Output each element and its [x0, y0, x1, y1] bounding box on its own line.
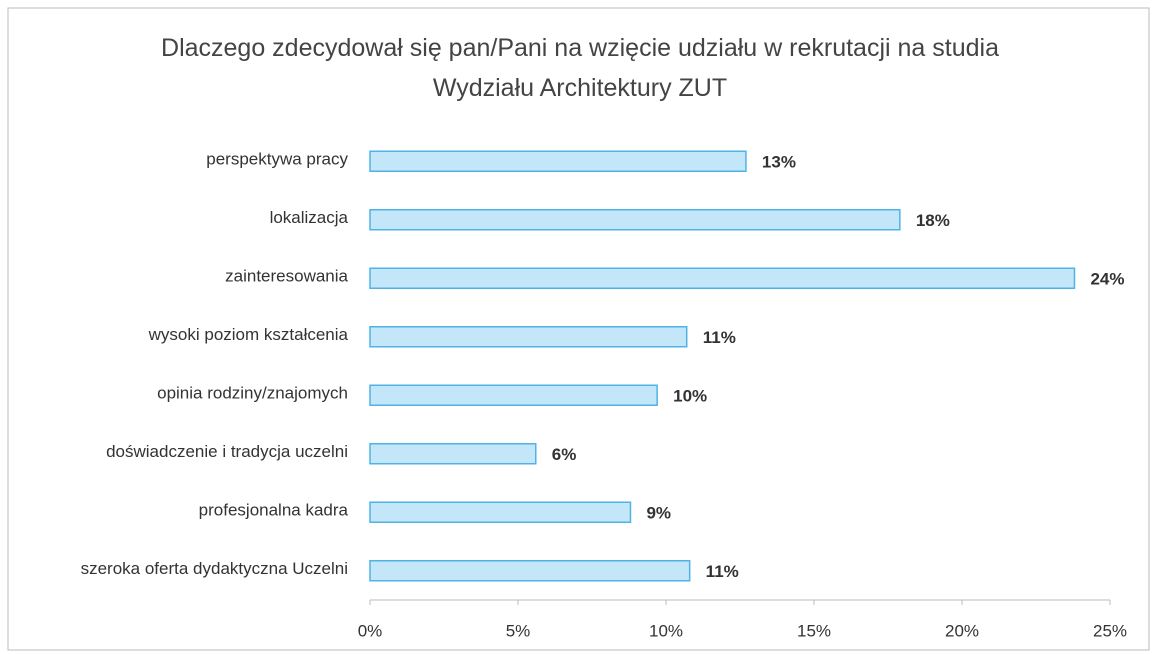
x-tick-label: 10% [649, 621, 683, 640]
value-label: 24% [1090, 270, 1124, 289]
x-tick-label: 15% [797, 621, 831, 640]
value-label: 18% [916, 211, 950, 230]
y-tick-label: szeroka oferta dydaktyczna Uczelni [81, 559, 348, 578]
value-label: 9% [646, 504, 671, 523]
bar [369, 560, 691, 582]
bar [369, 501, 632, 523]
bar [369, 443, 537, 465]
x-tick-label: 20% [945, 621, 979, 640]
x-tick-label: 25% [1093, 621, 1127, 640]
chart-title: Dlaczego zdecydował się pan/Pani na wzię… [161, 34, 999, 102]
value-label: 6% [552, 445, 577, 464]
value-label: 13% [762, 153, 796, 172]
value-label: 10% [673, 387, 707, 406]
y-tick-label: wysoki poziom kształcenia [148, 325, 349, 344]
value-label: 11% [706, 562, 739, 581]
x-tick-label: 5% [506, 621, 531, 640]
x-tick-label: 0% [358, 621, 383, 640]
y-tick-label: opinia rodziny/znajomych [157, 384, 348, 403]
y-tick-label: lokalizacja [270, 208, 349, 227]
value-label: 11% [703, 328, 736, 347]
y-tick-label: zainteresowania [225, 267, 348, 286]
bar [369, 209, 901, 231]
chart-frame [7, 7, 1150, 651]
bar [369, 150, 747, 172]
y-tick-label: doświadczenie i tradycja uczelni [106, 442, 348, 461]
bar [369, 326, 688, 348]
y-tick-label: perspektywa pracy [206, 150, 348, 169]
y-tick-label: profesjonalna kadra [199, 501, 349, 520]
bar [369, 384, 658, 406]
bar [369, 267, 1076, 289]
